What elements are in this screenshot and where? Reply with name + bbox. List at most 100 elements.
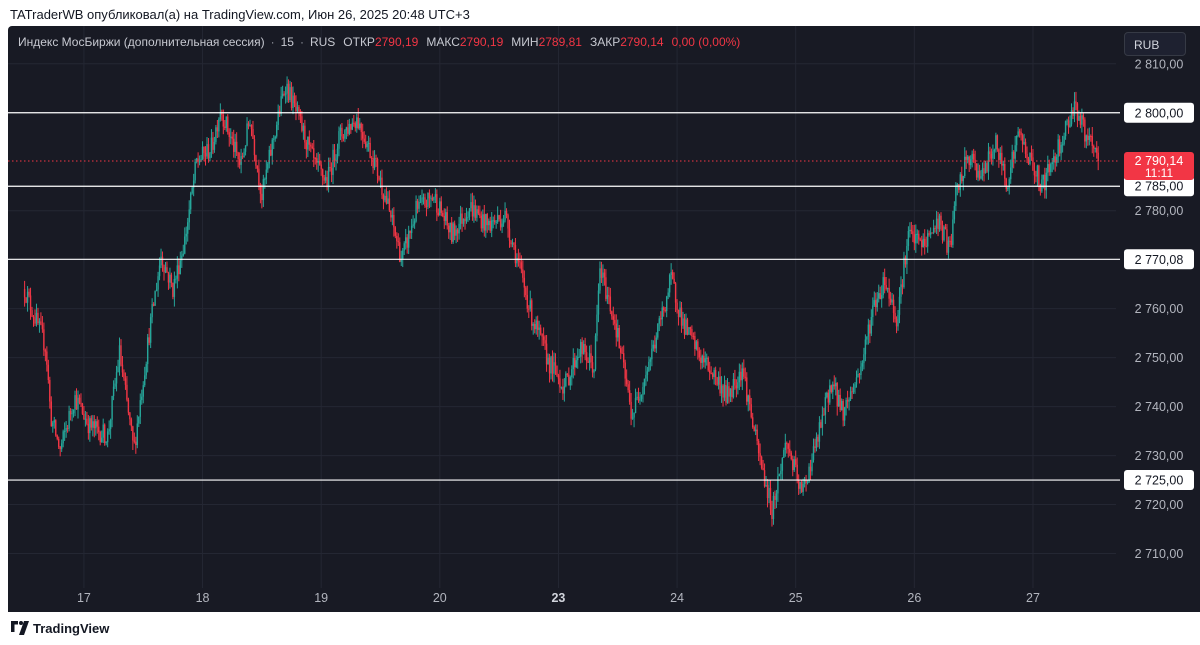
candle (1061, 135, 1064, 153)
candle (1007, 187, 1009, 192)
candle (234, 133, 236, 159)
candle (413, 218, 416, 229)
candle (679, 301, 681, 318)
candle (406, 234, 408, 254)
candle (321, 168, 324, 186)
time-tick-label: 17 (77, 591, 91, 605)
price-axis[interactable]: 2 810,00 2 780,00 2 760,00 2 750,00 2 740,00… (1124, 57, 1194, 561)
candlestick-chart[interactable]: 2 800,00 2 785,00 2 770,08 2 725,00 2 810,0… (8, 26, 1200, 612)
candle (793, 456, 795, 472)
candle (849, 386, 852, 402)
candle (376, 157, 379, 184)
candle (148, 328, 150, 346)
candle (857, 368, 859, 378)
candle (513, 242, 515, 250)
candle (502, 215, 505, 227)
horizontal-levels[interactable]: 2 800,00 2 785,00 2 770,08 2 725,00 (8, 102, 1194, 491)
candle (800, 479, 803, 493)
candle (247, 121, 250, 130)
candle (305, 139, 308, 159)
candle (680, 301, 683, 333)
candle (1057, 134, 1059, 163)
candle (683, 313, 686, 339)
candle (127, 397, 130, 416)
candle (49, 376, 51, 409)
time-axis[interactable]: 17 18 19 20 23 24 25 26 27 (77, 591, 1040, 605)
candle (956, 182, 959, 196)
candle (1039, 183, 1042, 196)
candle (370, 156, 373, 167)
candle (848, 397, 850, 411)
candle (448, 222, 450, 239)
candle (115, 365, 118, 392)
candle (347, 119, 349, 137)
symbol-legend[interactable]: Индекс МосБиржи (дополнительная сессия) … (18, 35, 740, 49)
candle (378, 175, 380, 182)
candle (403, 241, 405, 256)
candle (1093, 144, 1095, 157)
candle (1036, 164, 1039, 187)
candle (597, 283, 600, 323)
candle (387, 191, 389, 205)
candle (747, 394, 749, 412)
candle (1015, 135, 1018, 152)
currency-button[interactable]: RUB (1124, 32, 1186, 56)
candle (974, 150, 976, 171)
candle (391, 208, 394, 226)
candle (425, 199, 428, 217)
candle (560, 386, 563, 390)
interval[interactable]: 15 (280, 35, 294, 49)
candle (897, 309, 899, 331)
candle (486, 212, 488, 233)
candle (407, 225, 410, 255)
candle (1082, 113, 1085, 127)
candle (756, 424, 758, 446)
symbol-name[interactable]: Индекс МосБиржи (дополнительная сессия) (18, 35, 265, 49)
candle (456, 228, 459, 242)
candle (188, 200, 190, 230)
candle (508, 219, 511, 248)
candle (108, 420, 110, 435)
candle (44, 348, 47, 362)
candle (875, 292, 877, 316)
candle (292, 86, 294, 115)
candle (646, 366, 649, 382)
candle (224, 119, 226, 131)
candle (667, 288, 669, 300)
candle (858, 373, 861, 384)
candle (496, 206, 499, 224)
candle (241, 152, 244, 160)
candle (323, 174, 325, 184)
candle (416, 198, 419, 214)
candle (430, 195, 432, 208)
candle (320, 161, 322, 176)
candle (71, 408, 73, 422)
candle (489, 216, 491, 233)
candle (713, 367, 715, 385)
candle (703, 348, 705, 368)
level-line[interactable]: 2 785,00 (8, 176, 1194, 197)
candle (504, 202, 506, 223)
candle (1090, 134, 1092, 142)
candle (820, 419, 822, 429)
candle (488, 218, 490, 231)
candle (228, 128, 230, 147)
candle (861, 360, 864, 372)
candle (90, 415, 93, 431)
candle (829, 379, 831, 405)
candle (523, 270, 526, 298)
level-line[interactable]: 2 800,00 (8, 102, 1194, 123)
candle (1035, 170, 1037, 183)
candle (1020, 128, 1022, 141)
price-tick-label: 2 740,00 (1135, 400, 1184, 414)
candle (677, 309, 680, 326)
candle (164, 262, 167, 274)
level-line[interactable]: 2 770,08 (8, 249, 1194, 270)
candle (1011, 144, 1013, 173)
candle (471, 192, 474, 221)
chart-area[interactable]: 2 800,00 2 785,00 2 770,08 2 725,00 2 810,0… (8, 26, 1200, 612)
candle (845, 397, 847, 416)
candle (431, 193, 434, 202)
candle (1030, 145, 1033, 161)
level-line[interactable]: 2 725,00 (8, 470, 1194, 491)
